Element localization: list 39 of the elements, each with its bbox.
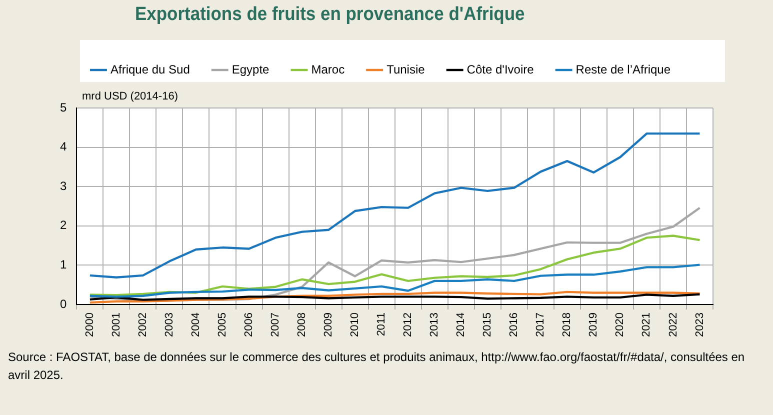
x-tick-label: 2014 bbox=[455, 312, 468, 338]
chart-title: Exportations de fruits en provenance d'Afrique bbox=[135, 4, 525, 26]
x-tick-label: 2023 bbox=[694, 312, 706, 338]
legend-label: Maroc bbox=[311, 62, 345, 76]
y-axis-title: mrd USD (2014-16) bbox=[82, 90, 178, 103]
x-tick-label: 2021 bbox=[640, 312, 653, 338]
y-tick-label: 4 bbox=[60, 140, 67, 154]
x-tick-label: 2006 bbox=[243, 312, 256, 338]
x-tick-label: 2007 bbox=[270, 312, 282, 338]
y-tick-label: 0 bbox=[60, 296, 67, 311]
source-note: Source : FAOSTAT, base de données sur le commerce des cultures et produits animaux, http://www.fao.org/faostat/fr/#data/, consultées en avril 2025. bbox=[8, 349, 746, 384]
x-tick-label: 2002 bbox=[136, 312, 149, 338]
x-tick-label: 2012 bbox=[402, 312, 414, 338]
x-tick-label: 2019 bbox=[588, 312, 600, 338]
y-tick-label: 2 bbox=[60, 218, 67, 232]
x-tick-label: 2010 bbox=[349, 312, 362, 338]
y-tick-label: 3 bbox=[60, 178, 67, 193]
y-tick-label: 1 bbox=[60, 258, 67, 272]
x-tick-label: 2011 bbox=[376, 312, 388, 336]
legend-label: Egypte bbox=[232, 62, 270, 76]
x-tick-label: 2003 bbox=[164, 312, 176, 338]
x-tick-label: 2016 bbox=[508, 312, 520, 338]
x-tick-label: 2015 bbox=[482, 312, 494, 338]
legend-label: Reste de l’Afrique bbox=[576, 62, 671, 76]
legend-label: Côte d'Ivoire bbox=[466, 62, 534, 76]
legend-label: Afrique du Sud bbox=[110, 62, 190, 76]
legend-label: Tunisie bbox=[386, 62, 426, 76]
x-tick-label: 2020 bbox=[614, 312, 626, 338]
x-tick-label: 2013 bbox=[428, 312, 441, 338]
x-tick-label: 2018 bbox=[561, 312, 574, 338]
x-tick-label: 2009 bbox=[322, 312, 335, 338]
x-tick-label: 2004 bbox=[190, 312, 202, 338]
x-tick-label: 2022 bbox=[667, 312, 680, 338]
x-tick-label: 2017 bbox=[534, 312, 547, 338]
y-tick-label: 5 bbox=[60, 100, 67, 114]
x-tick-label: 2000 bbox=[84, 312, 96, 338]
x-tick-label: 2008 bbox=[296, 312, 308, 338]
x-tick-label: 2001 bbox=[110, 312, 122, 338]
x-tick-label: 2005 bbox=[216, 312, 229, 338]
